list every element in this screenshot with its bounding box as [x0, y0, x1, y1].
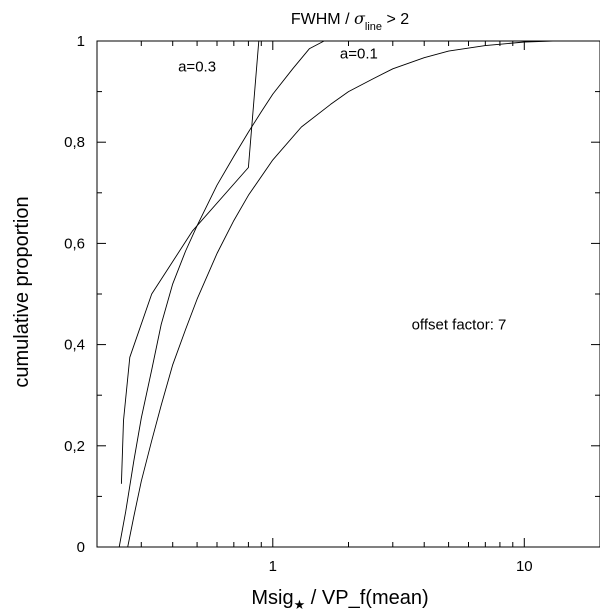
- annotation-label: offset factor: 7: [412, 316, 507, 333]
- y-tick-label: 0: [77, 539, 85, 556]
- annotation-group: a=0.3 a=0.1 offset factor: 7: [178, 46, 506, 334]
- y-tick-label: 0,6: [64, 235, 85, 252]
- chart-title-subscript: line: [365, 21, 382, 33]
- axis-ticks: [96, 40, 600, 548]
- series-group: [118, 40, 553, 548]
- plot-frame: [96, 40, 600, 548]
- x-tick-label: 10: [516, 558, 533, 575]
- series-line-2: [118, 40, 325, 548]
- y-tick-label: 0,8: [64, 134, 85, 151]
- x-axis-label-main: Msig: [251, 587, 293, 609]
- axis-tick-labels: 1 10 0 0,2 0,4 0,6 0,8 1: [64, 33, 532, 575]
- chart-title-prefix: FWHM /: [291, 11, 354, 28]
- chart-title-sigma: σ: [354, 9, 366, 28]
- y-tick-label: 0,2: [64, 438, 85, 455]
- y-tick-label: 0,4: [64, 337, 85, 354]
- x-axis-label-subscript: ★: [294, 597, 306, 610]
- y-tick-label: 1: [77, 33, 85, 50]
- series-line-3: [127, 40, 553, 548]
- annotation-label: a=0.3: [178, 58, 216, 75]
- chart-title: FWHM / σline > 2: [291, 9, 409, 33]
- x-axis-label-rest: / VP_f(mean): [305, 587, 428, 609]
- annotation-label: a=0.1: [340, 46, 378, 63]
- y-axis-label: cumulative proportion: [11, 196, 33, 387]
- x-axis-label: Msig★ / VP_f(mean): [251, 587, 428, 610]
- chart-title-suffix: > 2: [382, 11, 409, 28]
- x-tick-label: 1: [269, 558, 277, 575]
- series-line-1: [120, 40, 260, 484]
